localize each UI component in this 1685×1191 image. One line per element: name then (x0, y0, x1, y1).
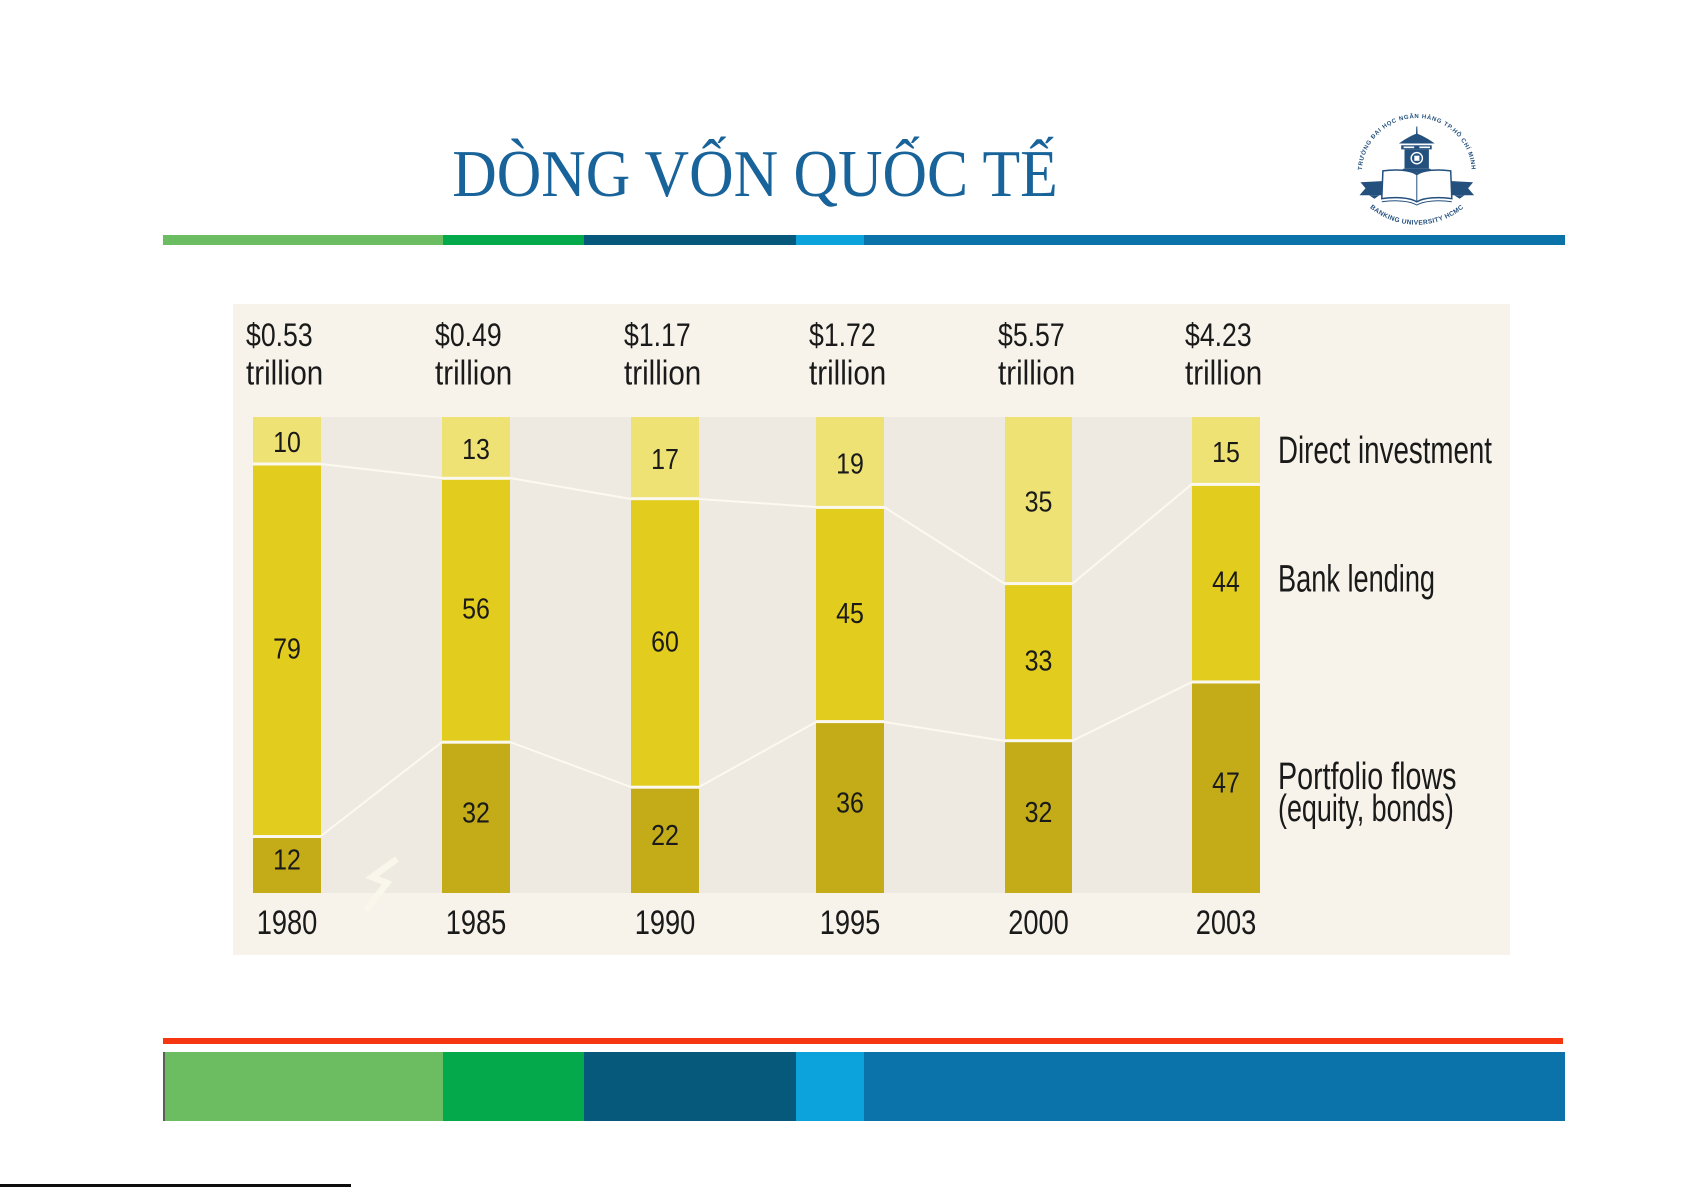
svg-text:33: 33 (1025, 645, 1053, 677)
svg-text:32: 32 (1025, 796, 1053, 828)
svg-text:$1.17: $1.17 (624, 318, 691, 354)
svg-text:2003: 2003 (1196, 903, 1257, 942)
svg-text:trillion: trillion (246, 354, 323, 392)
svg-text:BANKING UNIVERSITY HCMC: BANKING UNIVERSITY HCMC (1368, 204, 1465, 227)
svg-text:1980: 1980 (257, 903, 318, 942)
svg-text:$1.72: $1.72 (809, 318, 876, 354)
svg-text:Bank lending: Bank lending (1278, 557, 1435, 600)
svg-text:13: 13 (462, 433, 490, 465)
svg-text:44: 44 (1212, 566, 1240, 598)
svg-text:$5.57: $5.57 (998, 318, 1065, 354)
svg-text:Direct investment: Direct investment (1278, 430, 1492, 472)
svg-text:$4.23: $4.23 (1185, 318, 1252, 354)
svg-text:1985: 1985 (446, 903, 507, 942)
svg-text:47: 47 (1212, 767, 1240, 799)
svg-text:1990: 1990 (635, 903, 696, 942)
svg-text:$0.53: $0.53 (246, 318, 313, 354)
svg-text:2000: 2000 (1008, 903, 1069, 942)
svg-text:19: 19 (836, 448, 864, 480)
svg-text:22: 22 (651, 819, 679, 851)
svg-text:79: 79 (273, 633, 301, 665)
svg-text:trillion: trillion (998, 354, 1075, 392)
svg-text:56: 56 (462, 593, 490, 625)
svg-text:trillion: trillion (809, 354, 886, 392)
svg-text:60: 60 (651, 626, 679, 658)
svg-text:trillion: trillion (1185, 354, 1262, 392)
svg-text:(equity, bonds): (equity, bonds) (1278, 786, 1454, 829)
svg-text:17: 17 (651, 443, 679, 475)
svg-text:$0.49: $0.49 (435, 318, 502, 354)
svg-text:45: 45 (836, 597, 864, 629)
svg-text:12: 12 (273, 844, 301, 876)
svg-text:15: 15 (1212, 436, 1240, 468)
svg-text:1995: 1995 (820, 903, 881, 942)
svg-text:35: 35 (1025, 486, 1053, 518)
svg-text:10: 10 (273, 426, 301, 458)
svg-text:Portfolio flows: Portfolio flows (1278, 756, 1457, 798)
svg-text:trillion: trillion (435, 354, 512, 392)
svg-text:trillion: trillion (624, 354, 701, 392)
svg-text:32: 32 (462, 797, 490, 829)
svg-text:36: 36 (836, 787, 864, 819)
